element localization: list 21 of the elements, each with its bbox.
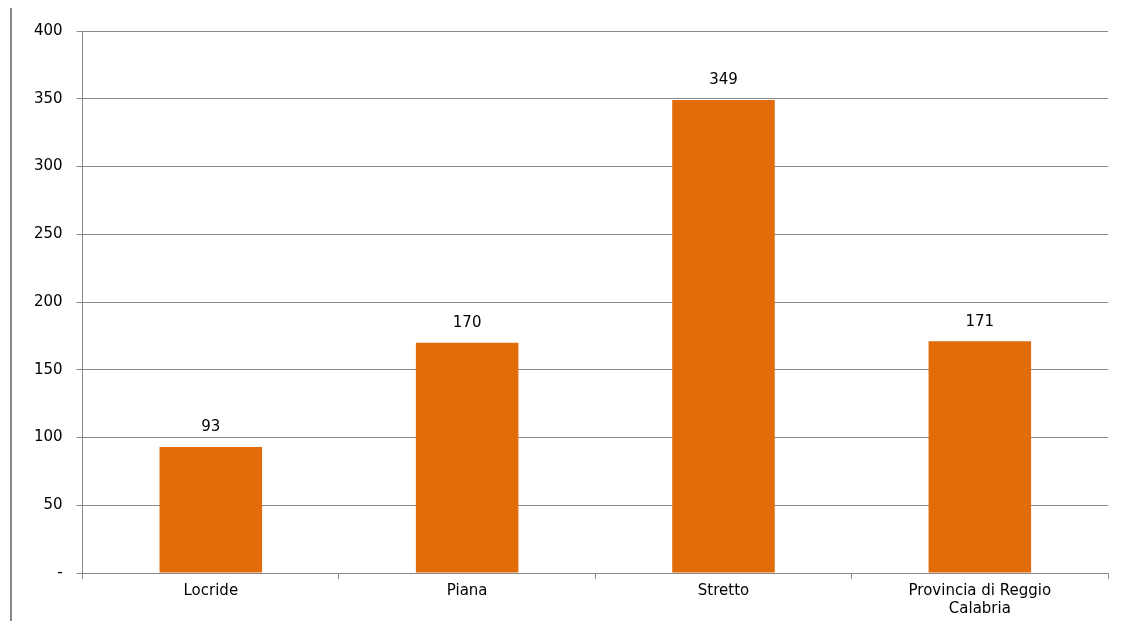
bar: [672, 100, 775, 573]
y-tick-label: 250: [33, 224, 63, 243]
y-tick-label: 100: [33, 427, 63, 446]
data-label: 170: [452, 313, 482, 332]
x-tick-label: Stretto: [697, 580, 750, 599]
y-tick-label: 400: [33, 20, 63, 39]
data-label: 171: [965, 311, 995, 330]
bar: [415, 342, 519, 573]
bar: [159, 446, 263, 573]
y-tick-label: 50: [43, 495, 63, 514]
y-tick-label: 200: [33, 291, 63, 310]
bar: [928, 341, 1032, 573]
x-tick-label: Locride: [183, 580, 239, 599]
data-label: 349: [709, 70, 738, 89]
x-tick-label: Provincia di Reggio Calabria: [908, 580, 1052, 617]
y-tick-label: -: [57, 562, 63, 581]
y-tick-label: 150: [33, 359, 63, 378]
data-label: 93: [201, 417, 221, 436]
y-tick-label: 350: [33, 88, 63, 107]
x-tick-label: Piana: [446, 580, 488, 599]
y-tick-label: 300: [33, 156, 63, 175]
